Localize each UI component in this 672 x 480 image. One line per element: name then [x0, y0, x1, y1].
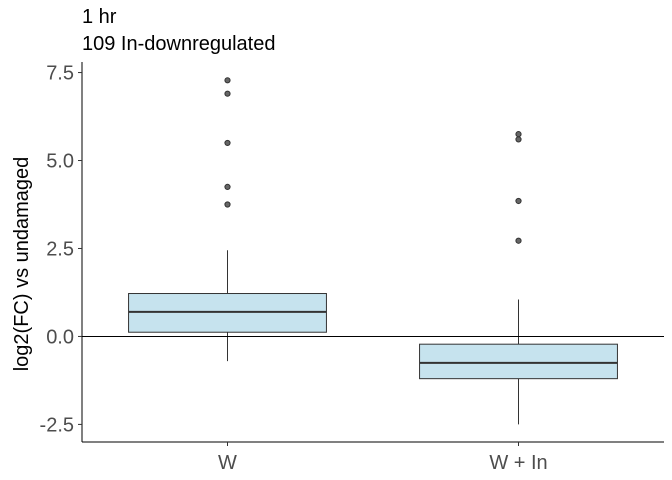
outlier-point [515, 131, 522, 138]
outlier-point [224, 139, 231, 147]
y-tick-label: 0.0 [46, 326, 74, 348]
outlier-point [224, 201, 231, 208]
x-tick-label: W [218, 452, 237, 474]
outlier-point [515, 237, 522, 244]
x-tick-label: W + In [489, 452, 547, 474]
y-tick-label: 5.0 [46, 151, 74, 173]
outlier-point [515, 136, 522, 143]
box-0 [128, 77, 327, 362]
box-1 [419, 131, 618, 425]
y-tick-label: 7.5 [46, 63, 74, 85]
y-axis-title: log2(FC) vs undamaged [11, 157, 33, 372]
box-iqr [128, 293, 327, 333]
y-tick-label: 2.5 [46, 238, 74, 260]
y-tick-label: -2.5 [40, 414, 74, 436]
x-axis-ticks: W W + In [218, 442, 548, 474]
box-iqr [419, 343, 618, 380]
chart-title: 1 hr [82, 6, 117, 28]
outlier-point [515, 197, 522, 205]
chart-subtitle: 109 In-downregulated [82, 33, 276, 55]
outlier-point [224, 183, 231, 191]
outlier-point [224, 90, 231, 97]
boxes-layer [128, 77, 618, 425]
y-axis-ticks: -2.5 0.0 2.5 5.0 7.5 [40, 63, 82, 436]
outlier-point [224, 77, 231, 84]
